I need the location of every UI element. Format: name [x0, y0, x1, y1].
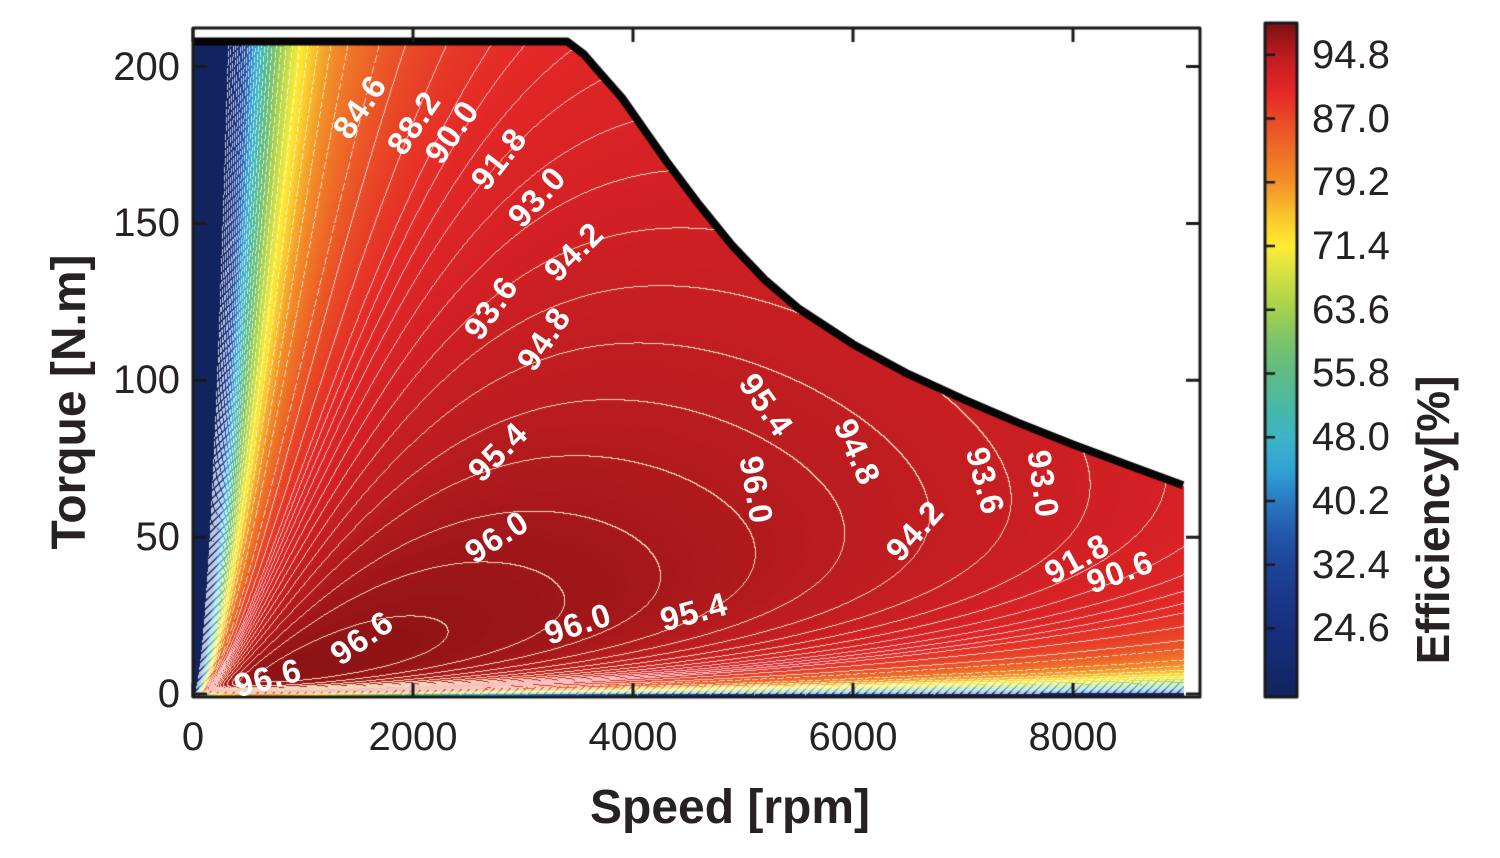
contour-label: 93.0 — [1020, 447, 1067, 521]
colorbar-tick-label: 24.6 — [1312, 606, 1390, 651]
y-tick-label: 50 — [135, 515, 181, 560]
contour-label: 95.4 — [656, 585, 732, 639]
contour-label: 96.0 — [458, 502, 536, 571]
colorbar-tick-label: 63.6 — [1312, 287, 1390, 332]
y-tick-label: 100 — [113, 358, 180, 403]
contour-label: 95.4 — [460, 414, 535, 490]
contour-label: 96.6 — [323, 602, 401, 672]
colorbar-tick-label: 40.2 — [1312, 478, 1390, 523]
colorbar-tick-label: 79.2 — [1312, 160, 1390, 205]
y-tick-label: 0 — [157, 672, 180, 716]
x-tick-label: 6000 — [808, 715, 898, 759]
contour-label: 96.0 — [539, 595, 617, 652]
x-tick-label: 2000 — [368, 715, 458, 759]
colorbar-tick-label: 71.4 — [1312, 224, 1390, 269]
contour-label: 94.8 — [509, 300, 579, 378]
colorbar-tick-label: 94.8 — [1312, 32, 1390, 77]
colorbar-tick-label: 87.0 — [1312, 96, 1390, 141]
y-axis-title: Torque [N.m] — [43, 254, 96, 550]
contour-label: 96.0 — [732, 453, 781, 527]
y-tick-label: 200 — [113, 44, 180, 89]
colorbar-title: Efficiency[%] — [1407, 375, 1459, 665]
colorbar-tick-label: 48.0 — [1312, 415, 1390, 460]
contour-label: 93.6 — [958, 442, 1013, 519]
contour-label: 94.2 — [536, 214, 611, 289]
contour-label: 94.8 — [826, 413, 889, 491]
contour-label: 96.6 — [230, 650, 306, 704]
colorbar-tick-label: 55.8 — [1312, 351, 1390, 396]
x-tick-label: 4000 — [588, 715, 678, 759]
x-tick-label: 0 — [181, 715, 205, 759]
contour-label: 94.2 — [878, 492, 952, 569]
x-tick-label: 8000 — [1028, 715, 1118, 759]
contour-label: 95.4 — [731, 366, 802, 444]
y-tick-label: 150 — [113, 201, 180, 246]
x-axis-title: Speed [rpm] — [589, 781, 871, 834]
contour-label: 93.6 — [455, 269, 526, 347]
colorbar-tick-label: 32.4 — [1312, 542, 1390, 587]
